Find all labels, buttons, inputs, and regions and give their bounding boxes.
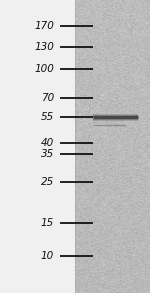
Text: 70: 70 [41,93,54,103]
Text: 25: 25 [41,177,54,187]
Text: 170: 170 [34,21,54,30]
Text: 55: 55 [41,113,54,122]
Bar [0,0,75,293]
Text: 35: 35 [41,149,54,159]
Text: 15: 15 [41,218,54,228]
Text: 40: 40 [41,138,54,148]
Text: 10: 10 [41,251,54,261]
Text: 130: 130 [34,42,54,52]
Text: 100: 100 [34,64,54,74]
